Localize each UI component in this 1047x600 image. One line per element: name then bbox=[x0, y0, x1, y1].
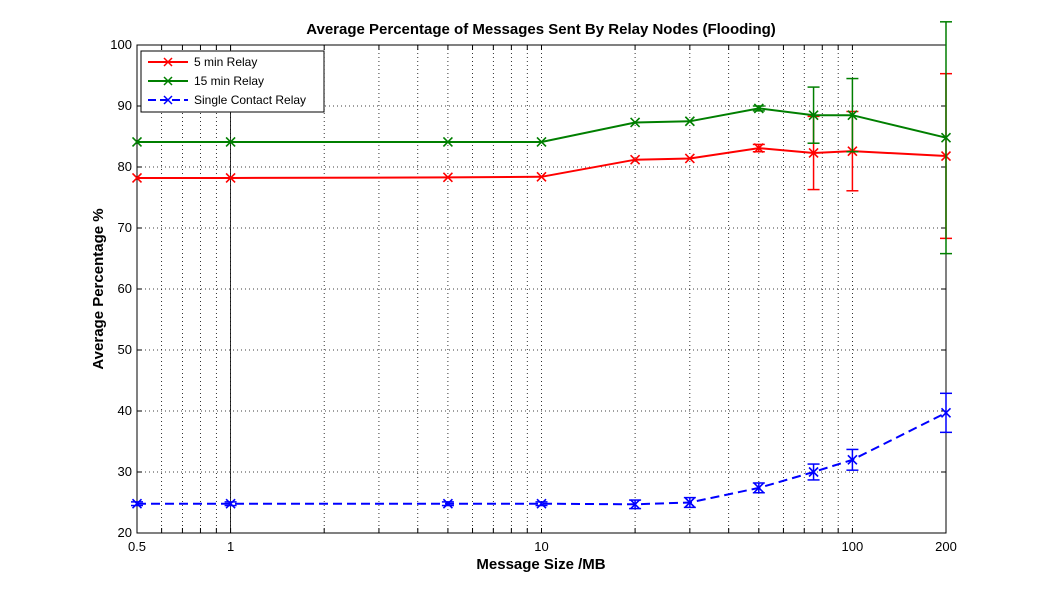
y-tick-label: 20 bbox=[118, 525, 132, 540]
data-point bbox=[225, 498, 236, 509]
data-point bbox=[131, 172, 143, 184]
data-point bbox=[940, 132, 952, 143]
legend-label-single-contact: Single Contact Relay bbox=[194, 93, 306, 107]
legend: 5 min Relay 15 min Relay Single Contact … bbox=[140, 50, 325, 113]
x-tick-label: 100 bbox=[842, 539, 864, 554]
series-line-2 bbox=[137, 411, 947, 506]
legend-item-15min: 15 min Relay bbox=[148, 74, 264, 88]
y-tick-label: 50 bbox=[118, 342, 132, 357]
legend-marker-single-contact bbox=[163, 95, 173, 105]
data-point bbox=[684, 116, 695, 127]
x-tick-label: 10 bbox=[534, 539, 548, 554]
y-tick-label: 100 bbox=[110, 37, 132, 52]
data-point bbox=[630, 499, 641, 510]
x-tick-label: 0.5 bbox=[128, 539, 146, 554]
y-tick-label: 90 bbox=[118, 98, 132, 113]
data-point bbox=[536, 171, 547, 182]
series-line-0 bbox=[137, 147, 947, 179]
data-point bbox=[753, 482, 764, 493]
series-layer bbox=[131, 21, 952, 510]
data-point bbox=[808, 466, 819, 478]
data-point bbox=[131, 136, 143, 148]
data-point bbox=[753, 143, 764, 154]
data-point bbox=[225, 136, 236, 148]
data-point bbox=[536, 136, 547, 148]
legend-item-single-contact: Single Contact Relay bbox=[148, 93, 306, 107]
legend-marker-5min bbox=[163, 57, 173, 67]
series-2 bbox=[131, 392, 952, 510]
data-point bbox=[442, 498, 453, 509]
data-point bbox=[630, 117, 641, 128]
data-point bbox=[442, 136, 453, 148]
series-1 bbox=[131, 21, 952, 255]
y-tick-label: 80 bbox=[118, 159, 132, 174]
y-tick-label: 30 bbox=[118, 464, 132, 479]
data-point bbox=[847, 454, 858, 465]
data-point bbox=[808, 110, 819, 121]
y-axis-label: Average Percentage % bbox=[90, 208, 107, 369]
data-point bbox=[442, 172, 453, 183]
legend-label-15min: 15 min Relay bbox=[194, 74, 264, 88]
y-tick-label: 40 bbox=[118, 403, 132, 418]
grid bbox=[137, 45, 946, 533]
x-tick-label: 1 bbox=[227, 539, 234, 554]
y-tick-label: 70 bbox=[118, 220, 132, 235]
data-point bbox=[684, 497, 695, 508]
x-tick-label: 200 bbox=[935, 539, 957, 554]
x-axis-label: Message Size /MB bbox=[476, 556, 605, 573]
data-point bbox=[131, 498, 143, 509]
legend-marker-15min bbox=[163, 76, 173, 86]
legend-label-5min: 5 min Relay bbox=[194, 55, 257, 69]
series-line-1 bbox=[137, 107, 947, 143]
data-point bbox=[847, 110, 858, 121]
data-point bbox=[225, 172, 236, 184]
chart-title: Average Percentage of Messages Sent By R… bbox=[306, 21, 776, 38]
legend-item-5min: 5 min Relay bbox=[148, 55, 257, 69]
data-point bbox=[536, 498, 547, 509]
data-point bbox=[940, 407, 952, 418]
data-point bbox=[753, 103, 764, 114]
data-point bbox=[684, 153, 695, 164]
y-tick-label: 60 bbox=[118, 281, 132, 296]
data-point bbox=[630, 154, 641, 165]
data-point bbox=[808, 147, 819, 159]
axis-ticks: 0.5 1 10 100 200 20 30 40 50 60 70 80 90 100 bbox=[110, 37, 957, 554]
